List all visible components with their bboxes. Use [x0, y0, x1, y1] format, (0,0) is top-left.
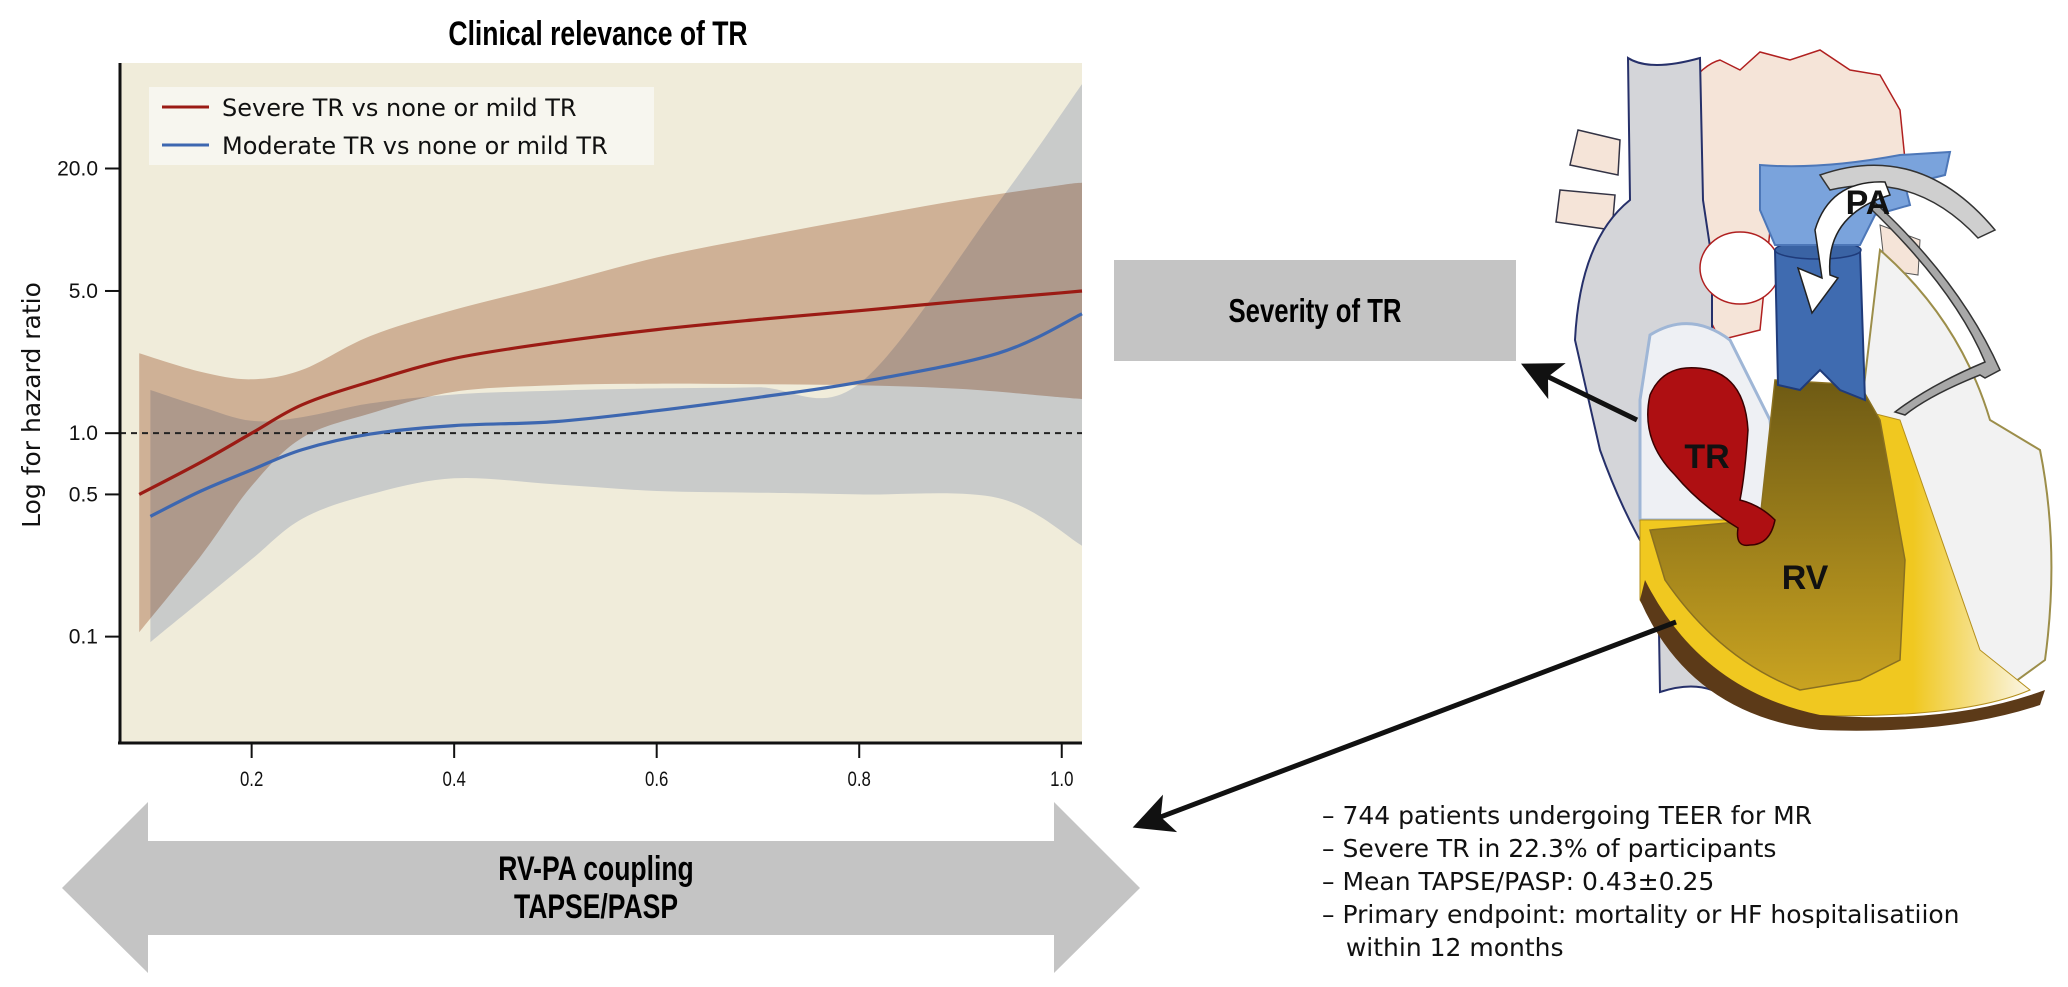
y-tick-label: 20.0	[57, 157, 98, 180]
severity-box: Severity of TR	[1114, 260, 1516, 361]
heart-label-rv: RV	[1782, 559, 1829, 597]
x-ticks: 0.2 0.4 0.6 0.8 1.0	[240, 744, 1073, 792]
series-line-moderate	[149, 312, 1083, 518]
pointer-arrow-severity	[1521, 363, 1639, 423]
y-ticks: 0.1 0.5 1.0 5.0 20.0	[57, 157, 120, 649]
legend-box	[149, 87, 654, 165]
series-line-severe	[138, 289, 1083, 496]
severity-box-bg	[1114, 260, 1516, 361]
rv-epicardium	[1640, 580, 2045, 731]
ci-band-moderate	[150, 84, 1082, 643]
plot-area: 0.1 0.5 1.0 5.0 20.0 0.2 0.4 0.6 0.8 1.0 Log for…	[17, 63, 1083, 792]
legend-label-severe: Severe TR vs none or mild TR	[222, 94, 577, 122]
coupling-label-line2: TAPSE/PASP	[514, 888, 678, 926]
y-tick-label: 5.0	[69, 280, 98, 303]
y-tick-label: 0.5	[69, 483, 98, 506]
heart-illustration: PA TR RV	[1555, 49, 2053, 731]
x-tick-label: 0.8	[848, 768, 871, 791]
flow-arrow	[1796, 181, 1891, 315]
series-lines	[138, 289, 1083, 518]
tr-jet	[1647, 367, 1776, 547]
y-tick-label: 1.0	[69, 422, 98, 445]
ci-band-severe	[139, 182, 1082, 633]
pointer-arrow-coupling	[1132, 619, 1677, 833]
y-axis-title: Log for hazard ratio	[17, 282, 46, 528]
summary-bullets: – 744 patients undergoing TEER for MR – …	[1322, 801, 1960, 962]
x-tick-label: 1.0	[1050, 768, 1073, 791]
x-tick-label: 0.2	[240, 768, 263, 791]
confidence-bands	[139, 84, 1082, 643]
summary-bullet: within 12 months	[1322, 933, 1564, 962]
pulmonary-veins-left	[1555, 129, 1621, 231]
aorta-opening	[1699, 231, 1781, 305]
summary-bullet: – Primary endpoint: mortality or HF hosp…	[1322, 900, 1960, 929]
x-tick-label: 0.4	[442, 768, 466, 791]
interventricular-septum	[1868, 195, 2001, 416]
coupling-label-line1: RV-PA coupling	[498, 850, 693, 888]
double-arrow-shape	[62, 802, 1140, 973]
summary-bullet: – Mean TAPSE/PASP: 0.43±0.25	[1322, 867, 1714, 896]
legend-label-moderate: Moderate TR vs none or mild TR	[222, 132, 608, 160]
heart-label-tr: TR	[1684, 438, 1729, 476]
coupling-double-arrow: RV-PA coupling TAPSE/PASP	[62, 802, 1140, 973]
chart-title: Clinical relevance of TR	[448, 15, 747, 53]
y-tick-label: 0.1	[69, 626, 98, 649]
summary-bullet: – Severe TR in 22.3% of participants	[1322, 834, 1776, 863]
severity-box-label: Severity of TR	[1229, 293, 1402, 330]
pulmonary-trunk	[1773, 249, 1867, 402]
x-tick-label: 0.6	[645, 768, 668, 791]
heart-label-pa: PA	[1846, 184, 1891, 222]
right-ventricle	[1649, 379, 1906, 691]
legend: Severe TR vs none or mild TR Moderate TR…	[149, 87, 654, 165]
summary-bullet: – 744 patients undergoing TEER for MR	[1322, 801, 1812, 830]
